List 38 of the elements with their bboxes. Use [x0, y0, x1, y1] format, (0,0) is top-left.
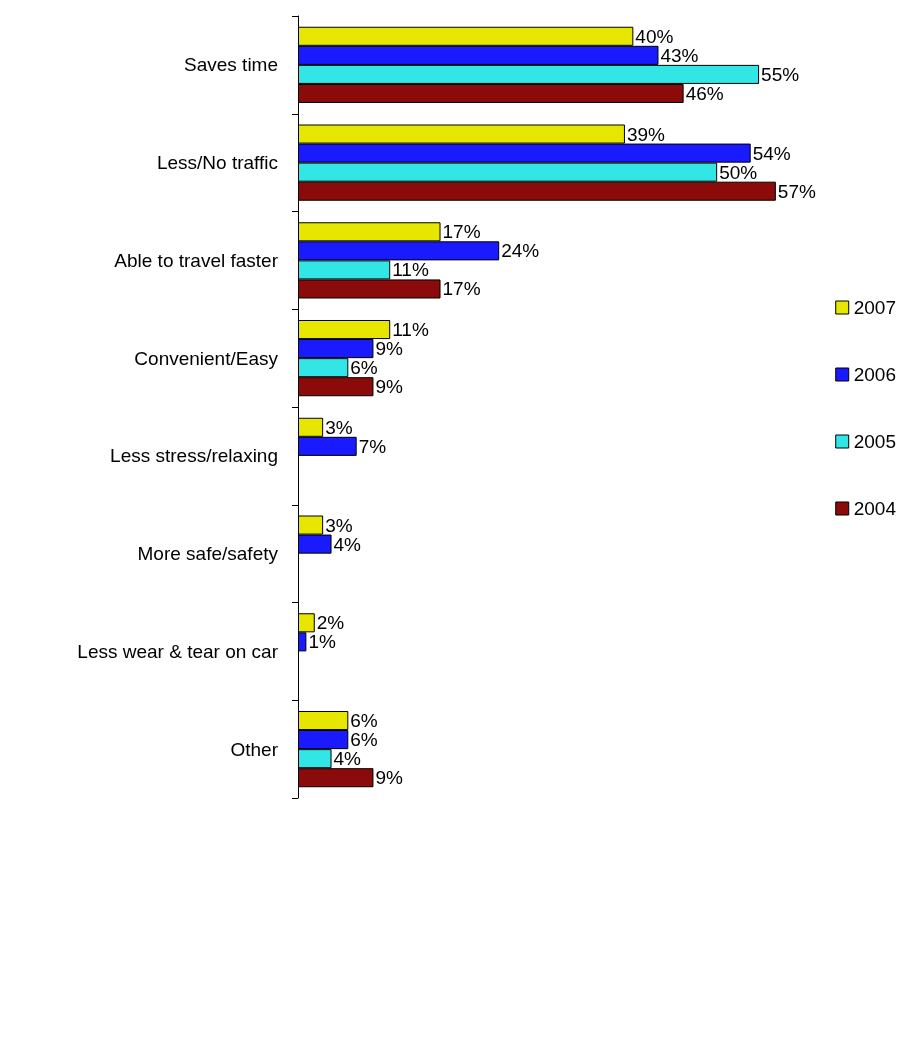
data-label: 3% [325, 514, 353, 536]
legend-label: 2006 [853, 364, 897, 385]
data-label: 2% [316, 612, 345, 634]
data-label: 9% [375, 338, 404, 360]
data-label: 54% [752, 142, 791, 164]
data-label: 9% [375, 376, 404, 398]
data-label: 6% [350, 710, 378, 732]
legend-label: 2004 [853, 498, 897, 519]
y-tick-label: Less stress/relaxing [110, 445, 278, 467]
data-label: 55% [761, 63, 800, 85]
data-label: 1% [308, 631, 336, 653]
y-tick-label: Less wear & tear on car [77, 640, 279, 662]
y-tick-label: Convenient/Easy [134, 347, 279, 369]
data-label: 11% [392, 319, 429, 341]
data-label: 43% [660, 44, 699, 66]
data-label: 4% [333, 748, 362, 770]
data-label: 24% [501, 240, 540, 262]
data-label: 40% [635, 25, 674, 47]
data-label: 57% [777, 180, 816, 202]
legend-label: 2007 [853, 297, 897, 318]
data-label: 4% [333, 533, 362, 555]
y-tick-label: Able to travel faster [114, 249, 279, 271]
y-tick-label: Less/No traffic [156, 152, 278, 174]
data-label: 11% [392, 259, 429, 281]
legend-label: 2005 [853, 431, 897, 452]
y-tick-label: Other [230, 738, 279, 760]
data-label: 46% [685, 82, 724, 104]
data-label: 9% [375, 767, 404, 789]
data-label: 17% [442, 278, 481, 300]
y-tick-label: Saves time [184, 54, 278, 76]
data-label: 6% [350, 357, 378, 379]
y-tick-label: More safe/safety [137, 543, 279, 565]
data-label: 17% [442, 221, 481, 243]
data-label: 50% [719, 161, 758, 183]
data-label: 39% [626, 123, 666, 145]
data-label: 7% [358, 435, 387, 457]
data-label: 6% [350, 729, 378, 751]
data-label: 3% [325, 416, 353, 438]
